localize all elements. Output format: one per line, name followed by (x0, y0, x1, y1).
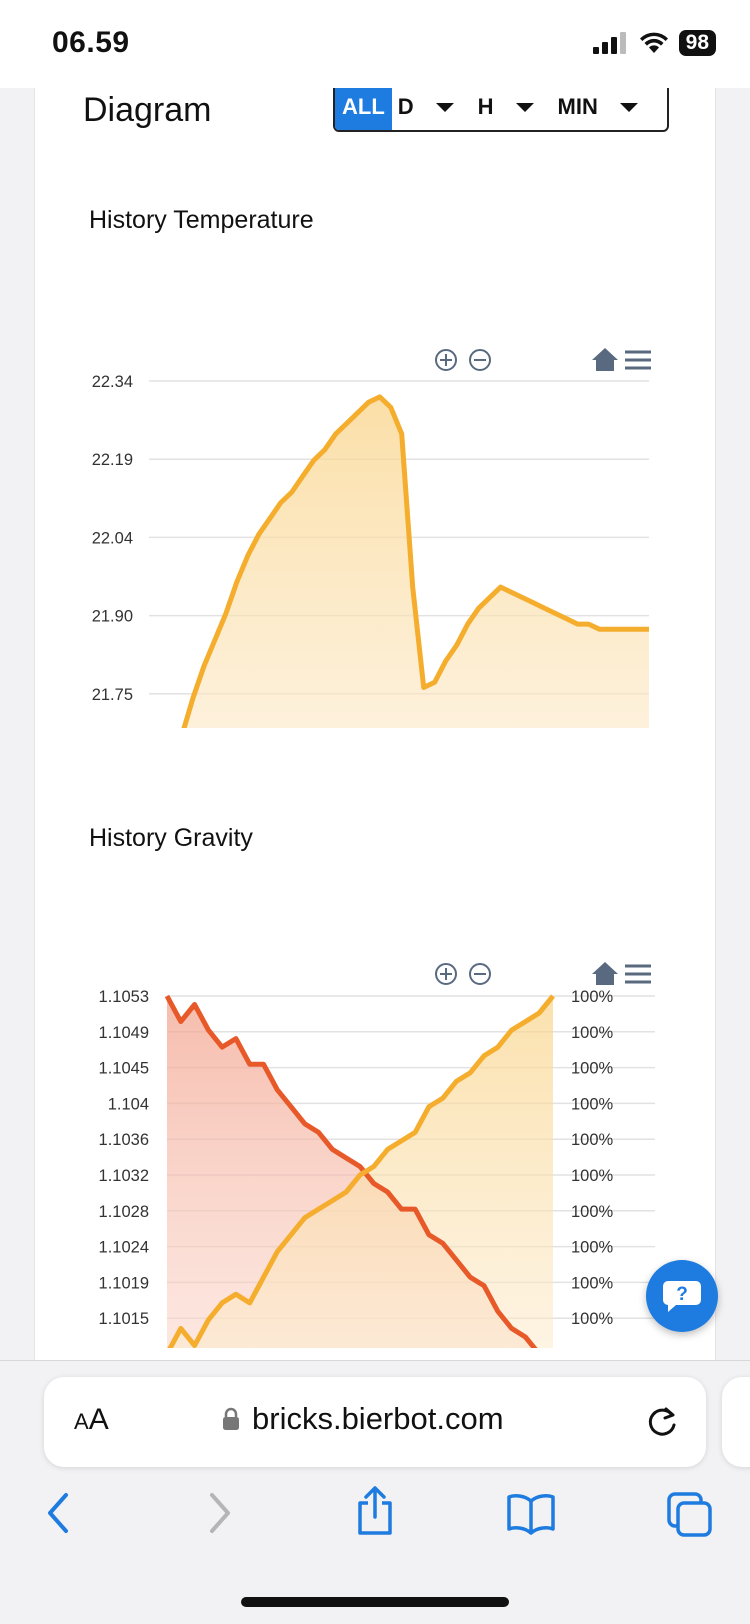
y-tick-label-left: 1.1032 (99, 1167, 149, 1185)
temperature-line (181, 394, 649, 728)
y-tick-label: 21.90 (92, 608, 133, 626)
bookmarks-icon[interactable] (506, 1491, 556, 1535)
y-tick-label-left: 1.1028 (99, 1203, 149, 1221)
forward-icon[interactable] (204, 1491, 234, 1535)
reload-icon[interactable] (644, 1403, 680, 1441)
y-tick-label-left: 1.1019 (99, 1274, 149, 1292)
range-minute-select[interactable]: MIN (558, 88, 650, 130)
chevron-down-icon (515, 102, 534, 112)
aa-small-label: A (74, 1409, 89, 1434)
reader-aa-button[interactable]: AA (74, 1403, 109, 1437)
svg-text:?: ? (676, 1284, 688, 1305)
diagram-card: Diagram ALL D H MIN History Temperature (34, 88, 716, 1360)
wifi-icon (639, 32, 668, 53)
temperature-area (184, 396, 649, 728)
y-tick-label-left: 1.1015 (99, 1310, 149, 1328)
zoom-in-icon[interactable] (435, 963, 457, 985)
y-tick-label-right: 100% (571, 1131, 614, 1149)
range-day-label: D (397, 94, 414, 119)
y-tick-label-left: 1.1036 (99, 1131, 149, 1149)
chevron-down-icon (619, 102, 638, 112)
y-tick-label: 22.04 (92, 529, 133, 547)
y-tick-label-right: 100% (571, 1167, 614, 1185)
gravity-line-series-1 (164, 994, 538, 1348)
aa-large-label: A (88, 1403, 109, 1436)
browser-chrome: AA bricks.bierbot.com (0, 1360, 750, 1624)
temperature-chart-title: History Temperature (89, 206, 314, 234)
range-minute-label: MIN (557, 94, 598, 119)
battery-level: 98 (678, 30, 716, 56)
gravity-chart-title: History Gravity (89, 824, 253, 852)
status-time: 06.59 (52, 26, 130, 59)
y-tick-label-left: 1.1053 (99, 988, 149, 1006)
home-indicator (241, 1597, 509, 1607)
cellular-signal-icon (592, 32, 626, 54)
share-icon[interactable] (354, 1485, 396, 1537)
back-icon[interactable] (44, 1491, 74, 1535)
page-title: Diagram (83, 91, 212, 129)
tabs-icon[interactable] (666, 1491, 714, 1537)
y-tick-label: 22.19 (92, 451, 133, 469)
y-tick-label-right: 100% (571, 1346, 614, 1348)
range-all-button[interactable]: ALL (335, 88, 392, 130)
home-icon[interactable] (592, 962, 618, 985)
y-tick-label-right: 100% (571, 1310, 614, 1328)
y-tick-label-left: 1.1024 (99, 1239, 149, 1257)
home-icon[interactable] (592, 348, 618, 371)
range-hour-label: H (477, 94, 494, 119)
status-icons: 98 (592, 30, 716, 56)
y-tick-label-left: 1.1011 (100, 1346, 149, 1348)
question-chat-icon: ? (663, 1281, 701, 1312)
y-tick-label-left: 1.104 (108, 1095, 149, 1113)
status-bar: 06.59 98 (0, 0, 750, 88)
y-tick-label-left: 1.1049 (99, 1024, 149, 1042)
help-chat-button[interactable]: ? (646, 1260, 718, 1332)
menu-icon[interactable] (625, 964, 651, 984)
y-tick-label-right: 100% (571, 1239, 614, 1257)
y-tick-label-right: 100% (571, 1095, 614, 1113)
zoom-out-icon[interactable] (469, 349, 491, 371)
y-tick-label-right: 100% (571, 1024, 614, 1042)
y-tick-label: 21.75 (92, 686, 133, 704)
gravity-line-series-2 (167, 994, 555, 1348)
y-tick-label-right: 100% (571, 1060, 614, 1078)
range-day-select[interactable]: D (392, 88, 478, 130)
zoom-out-icon[interactable] (469, 963, 491, 985)
range-hour-select[interactable]: H (478, 88, 558, 130)
url-display[interactable]: bricks.bierbot.com (222, 1401, 504, 1437)
next-tab-preview[interactable] (722, 1377, 750, 1467)
browser-toolbar (0, 1486, 750, 1551)
menu-icon[interactable] (625, 350, 651, 370)
zoom-in-icon[interactable] (435, 349, 457, 371)
y-tick-label-right: 100% (571, 1203, 614, 1221)
range-selector: ALL D H MIN (333, 88, 669, 132)
y-tick-label-right: 100% (571, 1274, 614, 1292)
y-tick-label: 22.34 (92, 373, 133, 391)
lock-icon (223, 1407, 239, 1430)
page-content: Diagram ALL D H MIN History Temperature (0, 88, 750, 1360)
y-tick-label-left: 1.1045 (99, 1060, 149, 1078)
gravity-chart: 1.1053 1.1049 1.1045 1.104 1.1036 1.1032 1.102… (99, 962, 655, 1348)
chevron-down-icon (435, 102, 454, 112)
y-tick-label-right: 100% (571, 988, 614, 1006)
url-text: bricks.bierbot.com (252, 1401, 504, 1436)
address-bar[interactable]: AA bricks.bierbot.com (44, 1377, 706, 1467)
